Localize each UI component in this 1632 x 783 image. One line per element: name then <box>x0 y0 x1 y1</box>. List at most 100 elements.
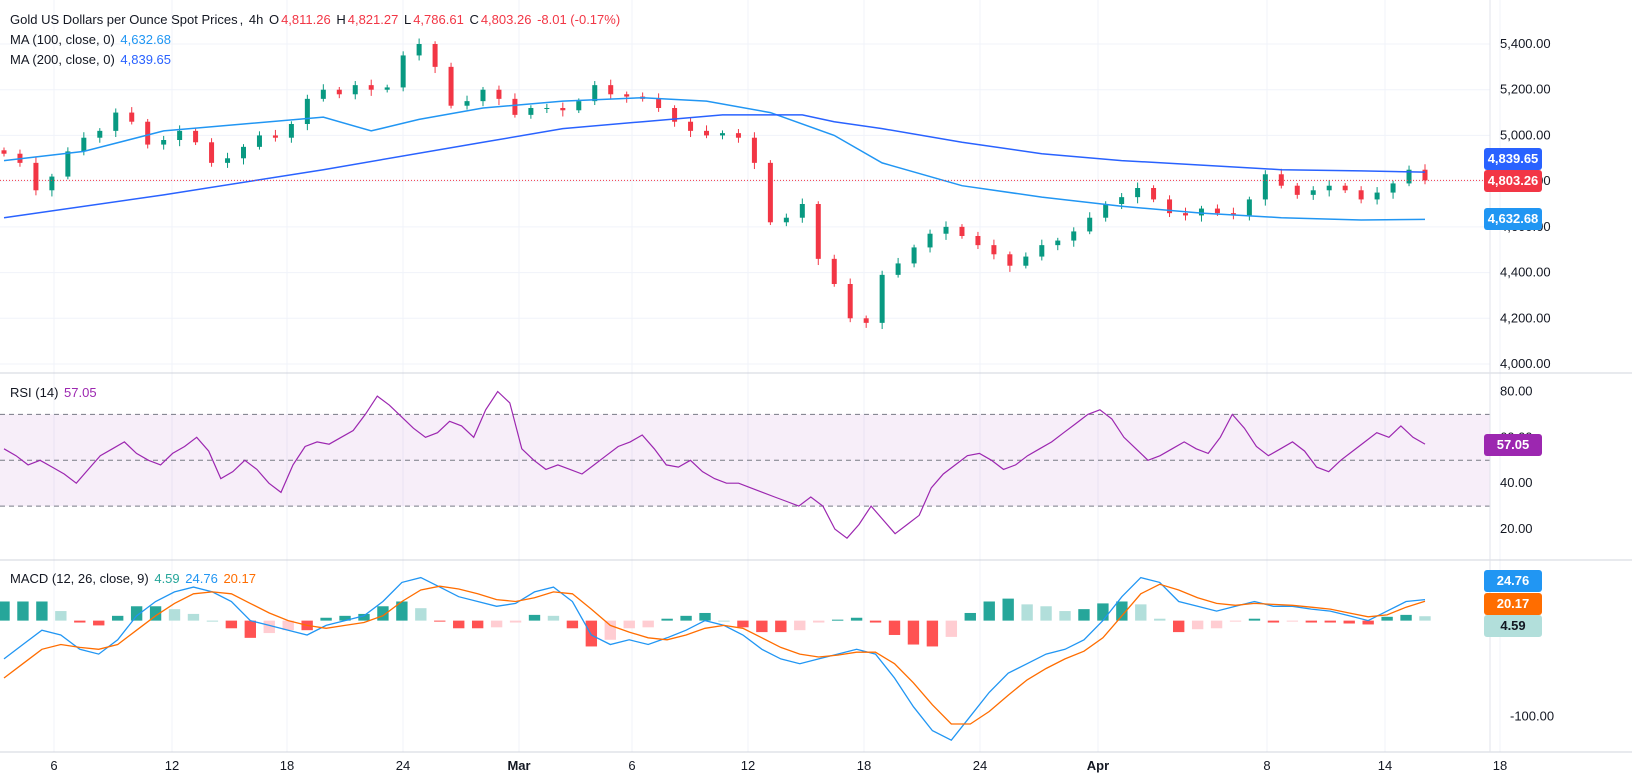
time-tick-label: 8 <box>1263 758 1270 773</box>
macd-histogram-bar <box>699 612 711 621</box>
candle-body <box>81 137 87 152</box>
macd-pane: -100.00 <box>0 576 1554 742</box>
candle-body <box>672 108 678 122</box>
macd-histogram-bar <box>566 620 579 629</box>
macd-histogram-bar <box>831 619 844 621</box>
macd-histogram-bar <box>244 620 256 638</box>
macd-histogram-bar <box>1210 620 1223 629</box>
candle-body <box>145 121 151 145</box>
high-label: H <box>336 12 346 27</box>
macd-histogram-bar <box>339 615 351 621</box>
candle-body <box>193 130 199 143</box>
time-tick-label: Apr <box>1087 758 1109 773</box>
price-tick-label: 5,200.00 <box>1500 82 1551 97</box>
macd-histogram-bar <box>528 614 541 621</box>
macd-histogram-bar <box>320 617 332 621</box>
candle-body <box>895 263 901 275</box>
candle-body <box>879 274 885 323</box>
rsi-price-tag: 57.05 <box>1484 434 1542 456</box>
candle-body <box>767 162 773 223</box>
macd-histogram-bar <box>1400 614 1412 621</box>
ma100-legend: MA (100, close, 0) 4,632.68 <box>10 30 173 50</box>
macd-histogram-bar <box>907 620 920 645</box>
candle-body <box>336 89 342 95</box>
time-tick-label: 18 <box>1493 758 1507 773</box>
time-tick-label: 18 <box>857 758 871 773</box>
macd-label: MACD (12, 26, close, 9) <box>10 571 149 586</box>
candle-body <box>1246 199 1252 216</box>
candle-body <box>1 150 7 154</box>
candle-body <box>1087 217 1093 232</box>
macd-histogram-bar <box>1267 620 1280 623</box>
macd-histogram-bar <box>585 620 598 647</box>
time-tick-label: 6 <box>628 758 635 773</box>
candle-body <box>863 318 869 323</box>
macd-histogram-bar <box>1324 620 1336 623</box>
change-value: -8.01 (-0.17%) <box>537 12 621 27</box>
macd-histogram-bar <box>168 609 181 621</box>
macd-histogram-bar <box>813 620 825 623</box>
macd-histogram-bar <box>490 620 503 628</box>
candle-body <box>608 85 614 95</box>
candle-body <box>480 89 486 102</box>
macd-histogram-bar <box>1059 611 1071 621</box>
candle-body <box>592 85 598 102</box>
low-value: 4,786.61 <box>413 12 464 27</box>
candle-body <box>288 124 294 138</box>
candle-body <box>161 140 167 145</box>
candle-body <box>1342 185 1348 191</box>
candle-body <box>1055 240 1061 246</box>
candle-body <box>320 89 326 99</box>
ma200-line <box>3 114 1426 219</box>
macd-histogram-bar <box>1021 604 1033 621</box>
candle-body <box>1358 190 1364 200</box>
macd-histogram-bar <box>1229 620 1242 622</box>
macd-histogram-bar <box>1343 620 1355 624</box>
ma100-value: 4,632.68 <box>120 32 172 47</box>
macd-histogram-bar <box>1419 616 1431 621</box>
rsi-tick-label: 40.00 <box>1500 475 1533 490</box>
macd-histogram-bar <box>1248 618 1261 621</box>
candle-body <box>177 130 183 140</box>
ma100-label: MA (100, close, 0) <box>10 32 115 47</box>
price-tick-label: 5,400.00 <box>1500 36 1551 51</box>
macd-histogram-bar <box>680 615 692 621</box>
macd-histogram-bar <box>93 620 105 626</box>
macd-histogram-bar <box>737 620 749 628</box>
candle-body <box>1183 213 1189 216</box>
candle-body <box>1214 208 1220 214</box>
candle-body <box>225 158 231 163</box>
price-tick-label: 4,200.00 <box>1500 310 1551 325</box>
candle-body <box>735 133 741 138</box>
candle-body <box>831 258 837 284</box>
macd-histogram-bar <box>471 620 484 629</box>
candle-body <box>943 226 949 234</box>
time-tick-label: 12 <box>741 758 755 773</box>
macd-histogram-bar <box>888 620 901 635</box>
macd-histogram-bar <box>1002 598 1014 621</box>
macd-histogram-bar <box>358 613 370 621</box>
candle-body <box>1310 190 1316 195</box>
macd-histogram-bar <box>794 620 806 631</box>
candle-body <box>1167 199 1173 214</box>
time-tick-label: 18 <box>280 758 294 773</box>
candle-body <box>384 87 390 90</box>
close-value: 4,803.26 <box>480 12 532 27</box>
price-legend: Gold US Dollars per Ounce Spot Prices, 4… <box>10 12 621 27</box>
price-tick-label: 5,000.00 <box>1500 127 1551 142</box>
signal-line <box>3 583 1426 725</box>
candle-body <box>751 137 757 163</box>
price-tick-label: 4,400.00 <box>1500 265 1551 280</box>
candle-body <box>1071 231 1077 241</box>
candle-body <box>576 101 582 111</box>
macd-histogram-bar <box>225 620 238 629</box>
candle-body <box>783 217 789 223</box>
price-tick-label: 4,000.00 <box>1500 356 1551 371</box>
candle-body <box>49 176 55 191</box>
macd-legend: MACD (12, 26, close, 9) 4.59 24.76 20.17 <box>10 569 258 589</box>
macd-histogram-bar <box>1116 601 1128 621</box>
candle-body <box>1103 204 1109 218</box>
candle-body <box>959 226 965 236</box>
macd-histogram-bar <box>453 620 465 629</box>
